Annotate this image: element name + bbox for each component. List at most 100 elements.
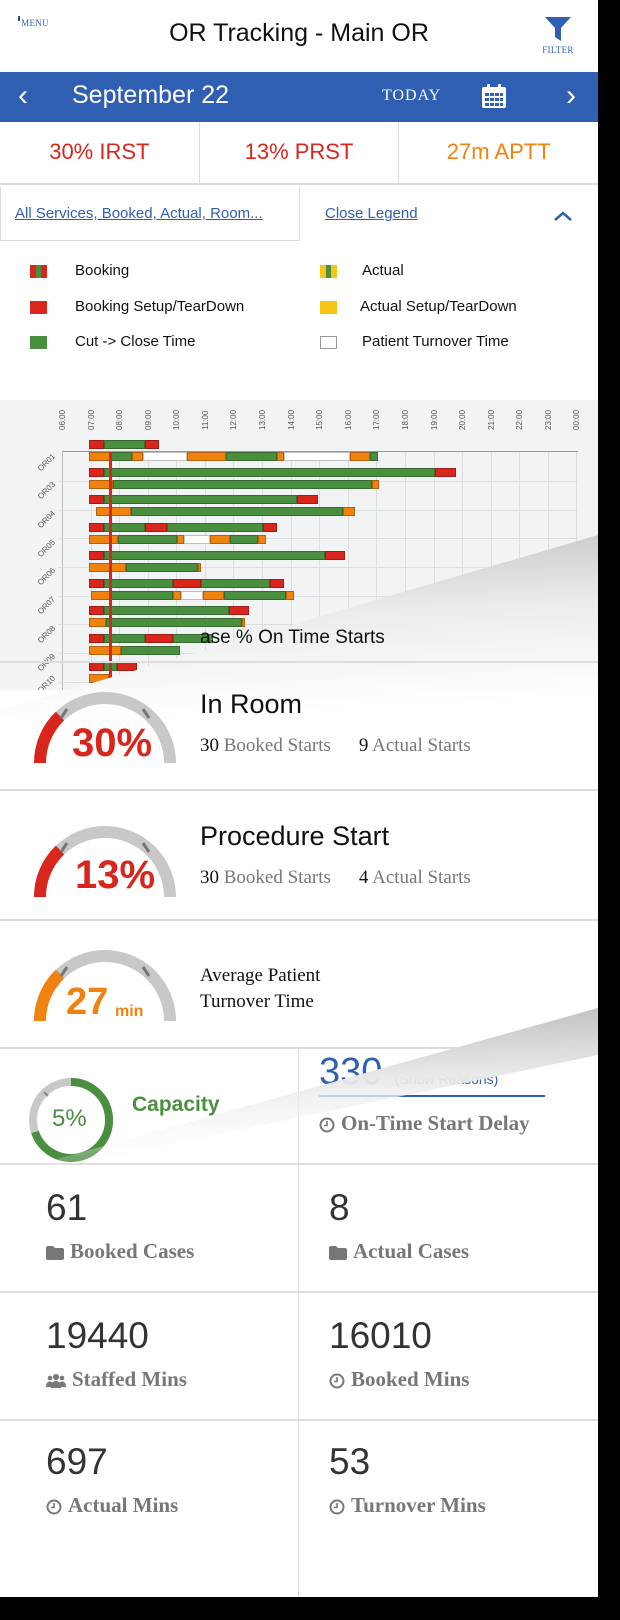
today-button[interactable]: TODAY	[382, 87, 442, 104]
actual-case-bar[interactable]	[230, 535, 258, 544]
clock-icon	[329, 1499, 345, 1515]
filter-summary-link[interactable]: All Services, Booked, Actual, Room...	[15, 205, 263, 222]
booking-case-bar[interactable]	[201, 579, 270, 588]
actual-setup-bar[interactable]	[177, 535, 184, 544]
turnover-time-section[interactable]: 27 min Average Patient Turnover Time	[0, 921, 598, 1049]
booking-setup-bar[interactable]	[325, 551, 345, 560]
actual-setup-bar[interactable]	[203, 591, 224, 600]
actual-setup-bar[interactable]	[258, 535, 266, 544]
booking-case-bar[interactable]	[104, 551, 325, 560]
booking-setup-bar[interactable]	[145, 440, 159, 449]
booking-setup-bar[interactable]	[435, 468, 456, 477]
filter-button[interactable]: FILTER	[538, 16, 578, 55]
actual-cases-tile[interactable]: 8 Actual Cases	[299, 1165, 598, 1293]
chevron-up-icon[interactable]	[553, 210, 573, 222]
actual-cases-label-row: Actual Cases	[329, 1239, 469, 1264]
booking-case-bar[interactable]	[104, 495, 297, 504]
booked-starts-count: 30	[200, 735, 219, 756]
actual-setup-bar[interactable]	[96, 507, 131, 516]
kpi-irst[interactable]: 30% IRST	[0, 122, 200, 183]
booking-case-bar[interactable]	[104, 523, 145, 532]
actual-case-bar[interactable]	[370, 452, 378, 461]
booking-case-bar[interactable]	[104, 579, 173, 588]
booking-setup-bar[interactable]	[270, 579, 284, 588]
actual-case-bar[interactable]	[224, 591, 286, 600]
in-room-section[interactable]: 30% In Room 30 Booked Starts 9 Actual Sta…	[0, 663, 598, 791]
actual-case-bar[interactable]	[118, 535, 177, 544]
booked-mins-tile[interactable]: 16010 Booked Mins	[299, 1293, 598, 1421]
turnover-mins-value: 53	[329, 1441, 371, 1482]
capacity-tile[interactable]: 5% Capacity	[0, 1049, 299, 1165]
turnover-mins-tile[interactable]: 53 Turnover Mins	[299, 1421, 598, 1597]
actual-setup-bar[interactable]	[132, 452, 143, 461]
delay-link-row[interactable]: 330 (Show Reasons)	[319, 1053, 545, 1097]
filter-label: FILTER	[542, 45, 574, 55]
actual-setup-bar[interactable]	[277, 452, 284, 461]
booking-setup-bar[interactable]	[89, 551, 104, 560]
actual-setup-bar[interactable]	[343, 507, 355, 516]
next-day-button[interactable]: ›	[566, 79, 576, 112]
turnover-title-line2: Turnover Time	[200, 991, 314, 1012]
staffed-mins-tile[interactable]: 19440 Staffed Mins	[0, 1293, 299, 1421]
turnover-bar[interactable]	[284, 452, 350, 461]
booking-case-bar[interactable]	[167, 523, 263, 532]
actual-mins-tile[interactable]: 697 Actual Mins	[0, 1421, 299, 1597]
booking-case-bar[interactable]	[104, 606, 229, 615]
procedure-start-value: 13%	[75, 853, 156, 897]
actual-setup-bar[interactable]	[198, 563, 201, 572]
booking-setup-bar[interactable]	[89, 606, 104, 615]
on-time-starts-title: ase % On Time Starts	[200, 627, 385, 648]
menu-button[interactable]: MENU	[18, 16, 52, 28]
turnover-bar[interactable]	[181, 591, 203, 600]
actual-setup-bar[interactable]	[89, 535, 118, 544]
staffed-mins-value: 19440	[46, 1315, 149, 1356]
kpi-aptt[interactable]: 27m APTT	[446, 139, 551, 164]
actual-case-bar[interactable]	[226, 452, 277, 461]
actual-case-bar[interactable]	[110, 452, 132, 461]
actual-mins-label-row: Actual Mins	[46, 1493, 178, 1518]
show-reasons-link[interactable]: (Show Reasons)	[394, 1071, 499, 1087]
booking-setup-bar[interactable]	[89, 523, 104, 532]
booking-setup-bar[interactable]	[229, 606, 249, 615]
previous-day-button[interactable]: ‹	[18, 79, 28, 112]
booking-setup-bar[interactable]	[89, 468, 104, 477]
actual-setup-bar[interactable]	[372, 480, 379, 489]
procedure-start-section[interactable]: 13% Procedure Start 30 Booked Starts 4 Ac…	[0, 791, 598, 921]
booked-cases-tile[interactable]: 61 Booked Cases	[0, 1165, 299, 1293]
booking-setup-bar[interactable]	[297, 495, 318, 504]
booked-mins-label: Booked Mins	[351, 1367, 470, 1391]
booking-setup-bar[interactable]	[145, 523, 167, 532]
tick-label: 18:00	[401, 409, 410, 430]
booking-setup-bar[interactable]	[89, 495, 104, 504]
booking-setup-bar[interactable]	[173, 579, 201, 588]
actual-case-bar[interactable]	[131, 507, 343, 516]
calendar-button[interactable]	[481, 83, 507, 114]
booking-setup-bar[interactable]	[263, 523, 277, 532]
turnover-bar[interactable]	[143, 452, 187, 461]
on-time-delay-tile[interactable]: 330 (Show Reasons) On-Time Start Delay	[299, 1049, 598, 1165]
actual-starts-count: 9	[358, 735, 369, 756]
actual-setup-bar[interactable]	[350, 452, 370, 461]
actual-setup-bar[interactable]	[187, 452, 226, 461]
kpi-prst[interactable]: 13% PRST	[200, 122, 400, 183]
capacity-label-line1: Capacity	[132, 1093, 220, 1116]
close-legend-link[interactable]: Close Legend	[325, 205, 418, 222]
actual-case-bar[interactable]	[126, 563, 198, 572]
delay-value[interactable]: 330	[319, 1051, 383, 1093]
actual-setup-bar[interactable]	[210, 535, 230, 544]
actual-setup-bar[interactable]	[89, 480, 113, 489]
actual-setup-bar[interactable]	[89, 452, 110, 461]
actual-setup-bar[interactable]	[91, 591, 110, 600]
booking-case-bar[interactable]	[104, 468, 435, 477]
booking-setup-swatch-icon	[30, 301, 47, 314]
actual-setup-bar[interactable]	[89, 563, 126, 572]
actual-setup-bar[interactable]	[173, 591, 181, 600]
booking-setup-bar[interactable]	[89, 579, 104, 588]
booking-setup-bar[interactable]	[89, 440, 104, 449]
actual-case-bar[interactable]	[113, 480, 372, 489]
actual-setup-bar[interactable]	[286, 591, 294, 600]
actual-case-bar[interactable]	[110, 591, 173, 600]
folder-icon	[46, 1246, 64, 1261]
turnover-bar[interactable]	[184, 535, 210, 544]
booking-case-bar[interactable]	[104, 440, 145, 449]
